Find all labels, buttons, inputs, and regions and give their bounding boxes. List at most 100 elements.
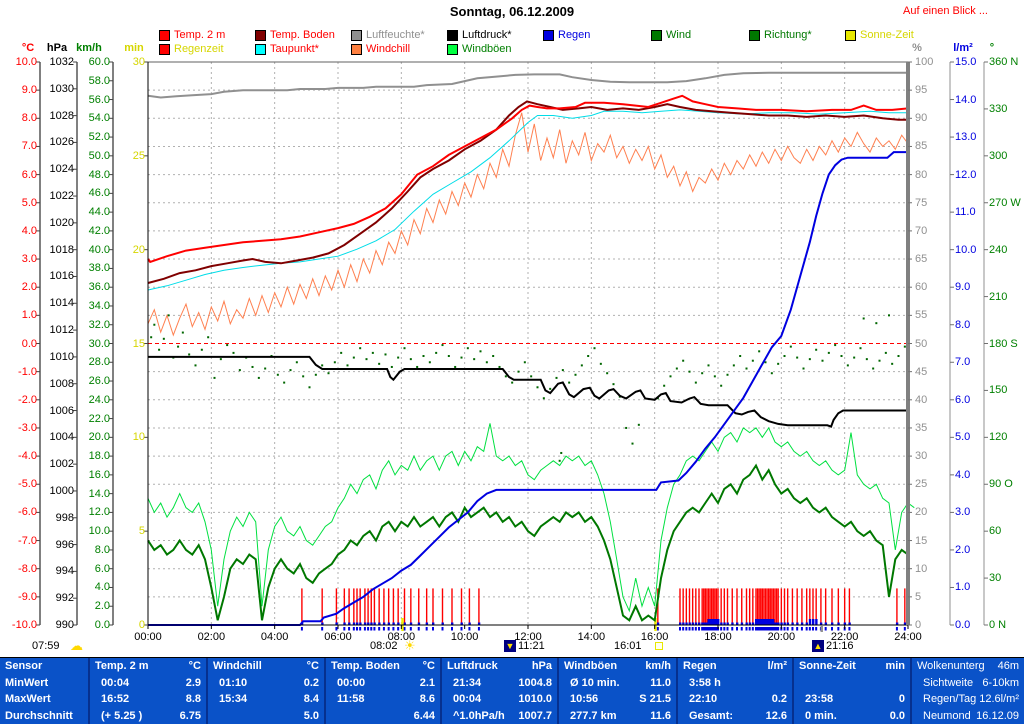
tick-label: 990 [55, 619, 74, 631]
sun-outline-icon [655, 642, 663, 650]
tick-label: 1016 [49, 270, 74, 283]
tick-label: 7.0 [21, 140, 37, 153]
cell-value: 0.2 [303, 676, 319, 689]
legend-swatch [651, 30, 662, 41]
table-cell: 16:52 8.8 [90, 691, 206, 707]
quick-view-link[interactable]: Auf einen Blick ... [903, 5, 988, 17]
table-header-cell: Temp. Boden °C [326, 658, 440, 674]
table-header-cell: Windböen km/h [559, 658, 676, 674]
tick-label: 06:00 [324, 631, 352, 643]
tick-label: 13.0 [955, 131, 977, 144]
cell-text: 22:10 [689, 693, 718, 706]
tick-label: 10 [132, 431, 145, 444]
marker-time-label: 11:21 [518, 640, 545, 652]
tick-label: 30 [132, 56, 145, 68]
tick-label: 1000 [49, 484, 74, 497]
table-cell: ^1.0hPa/h 1007.7 [442, 708, 557, 724]
tick-label: 28.0 [88, 356, 110, 369]
legend-label: Sonne-Zeit [860, 29, 914, 41]
cell-text: 10:56 [570, 693, 599, 706]
tick-label: 80 [915, 168, 928, 181]
cell-value: 12.6l/m² [979, 693, 1019, 706]
table-cell: 3:58 h [678, 675, 792, 691]
legend-label: Luftdruck* [462, 29, 512, 41]
tick-label: 48.0 [88, 168, 110, 181]
table-cell: Regen/Tag 12.6l/m² [912, 691, 1024, 707]
tick-label: 8.0 [94, 543, 110, 556]
moon-up-icon: ▲ [812, 640, 824, 652]
tick-label: 60 [915, 281, 928, 294]
tick-label: 0 [915, 619, 922, 631]
tick-label: 300 [989, 149, 1008, 162]
cell-value: 1007.7 [518, 709, 552, 722]
tick-label: 16.0 [88, 468, 110, 481]
row-label: MinWert [5, 676, 49, 689]
cell-text: Windchill [213, 660, 262, 672]
tick-label: 15 [132, 337, 145, 350]
marker-time-label: 07:59 [32, 640, 60, 652]
table-cell: 15:34 8.4 [208, 691, 324, 707]
legend-label: Luftfeuchte* [366, 29, 425, 41]
tick-label: 2.0 [21, 281, 37, 294]
cell-value: 6.75 [179, 709, 201, 722]
cell-value: 11.0 [650, 676, 671, 689]
tick-label: 02:00 [197, 631, 226, 643]
table-cell: Ø 10 min. 11.0 [559, 675, 676, 691]
legend-swatch [351, 30, 362, 41]
tick-label: 14:00 [577, 631, 606, 643]
tick-label: 20 [132, 243, 145, 256]
cell-text: 16:52 [101, 693, 130, 706]
tick-label: 18.0 [88, 450, 110, 463]
tick-label: 26.0 [88, 375, 110, 388]
axis-unit-label: % [912, 42, 922, 54]
tick-label: -10.0 [11, 619, 37, 631]
tick-label: 55 [915, 309, 928, 322]
tick-label: 180 S [989, 337, 1018, 350]
cell-value: 2.9 [185, 676, 201, 689]
legend-label: Windchill [366, 43, 411, 55]
cell-text: Regen/Tag [923, 693, 977, 706]
tick-label: 1006 [49, 404, 74, 417]
tick-label: 992 [55, 592, 74, 605]
table-header-cell: Sonne-Zeit min [794, 658, 910, 674]
tick-label: 65 [915, 253, 928, 266]
tick-label: 3.0 [955, 506, 971, 519]
cell-value: 12.6 [765, 709, 787, 722]
table-header-cell: Regen l/m² [678, 658, 792, 674]
cell-value: 8.6 [419, 693, 435, 706]
tick-label: 85 [915, 140, 928, 153]
legend-swatch [543, 30, 554, 41]
cell-text: (+ 5.25 ) [101, 709, 143, 722]
tick-label: 40.0 [88, 243, 110, 256]
tick-label: -7.0 [18, 534, 37, 547]
tick-label: -3.0 [18, 421, 37, 434]
tick-label: 2.0 [955, 543, 971, 556]
legend-swatch [447, 30, 458, 41]
legend-label: Windböen [462, 43, 512, 55]
tick-label: -6.0 [18, 506, 37, 519]
cell-text: 00:04 [101, 676, 130, 689]
tick-label: 00:00 [134, 631, 162, 643]
cell-value: 8.4 [303, 693, 319, 706]
tick-label: 5.0 [21, 196, 37, 209]
tick-label: 1020 [49, 216, 74, 229]
cell-value: 5.0 [303, 709, 319, 722]
cell-text: 15:34 [219, 693, 248, 706]
cell-text: 277.7 km [570, 709, 617, 722]
table-cell: 11:58 8.6 [326, 691, 440, 707]
cell-value: S 21.5 [639, 693, 671, 706]
tick-label: 1032 [49, 56, 74, 68]
table-cell: 23:58 0 [794, 691, 910, 707]
table-header-cell: Sensor [0, 658, 88, 674]
tick-label: 46.0 [88, 187, 110, 200]
tick-label: 1002 [49, 458, 74, 471]
marker-time-label: 08:02 [370, 640, 398, 652]
tick-label: 120 [989, 431, 1008, 444]
tick-label: 240 [989, 243, 1008, 256]
tick-label: 08:00 [387, 631, 416, 643]
table-cell: MinWert [0, 675, 88, 691]
cell-value: °C [188, 660, 201, 672]
cell-text: 11:58 [337, 693, 365, 706]
tick-label: 1024 [49, 163, 74, 176]
